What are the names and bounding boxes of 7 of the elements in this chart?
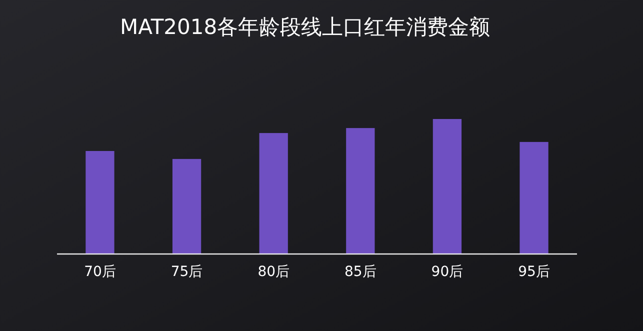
x-tick-label: 90后	[431, 264, 464, 280]
chart-title: MAT2018各年龄段线上口红年消费金额	[120, 15, 490, 39]
x-tick-label: 70后	[84, 264, 116, 280]
x-tick-label: 75后	[170, 264, 203, 280]
x-tick-label: 85后	[344, 264, 376, 280]
x-tick-label: 80后	[258, 264, 290, 280]
x-tick-label: 95后	[518, 264, 550, 280]
